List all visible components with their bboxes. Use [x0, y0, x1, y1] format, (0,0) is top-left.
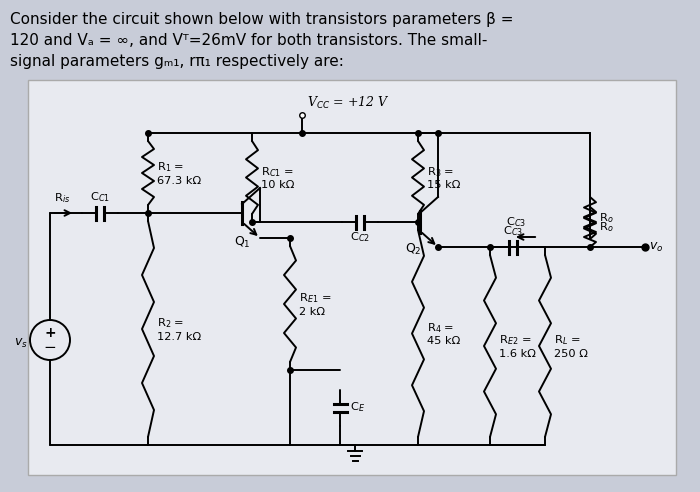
Text: R$_{C1}$ =
10 kΩ: R$_{C1}$ = 10 kΩ: [261, 165, 295, 190]
Text: +: +: [44, 326, 56, 340]
Text: Consider the circuit shown below with transistors parameters β =: Consider the circuit shown below with tr…: [10, 12, 514, 27]
Text: R$_o$: R$_o$: [599, 211, 613, 225]
Text: R$_o$: R$_o$: [599, 220, 613, 234]
Text: R$_{E1}$ =
2 kΩ: R$_{E1}$ = 2 kΩ: [299, 291, 331, 317]
Text: C$_E$: C$_E$: [349, 400, 365, 414]
Text: R$_2$ =
12.7 kΩ: R$_2$ = 12.7 kΩ: [157, 316, 201, 342]
Text: C$_{C3}$: C$_{C3}$: [503, 225, 523, 239]
Text: C$_{C2}$: C$_{C2}$: [350, 230, 370, 245]
Text: Q$_1$: Q$_1$: [234, 235, 251, 250]
Text: $v_s$: $v_s$: [14, 337, 28, 349]
Text: C$_{C3}$: C$_{C3}$: [506, 215, 526, 229]
Text: V$_{CC}$ = +12 V: V$_{CC}$ = +12 V: [307, 95, 390, 111]
Text: R$_4$ =
45 kΩ: R$_4$ = 45 kΩ: [427, 321, 461, 346]
Text: signal parameters gₘ₁, rπ₁ respectively are:: signal parameters gₘ₁, rπ₁ respectively …: [10, 54, 344, 69]
Text: C$_{C1}$: C$_{C1}$: [90, 191, 110, 205]
FancyBboxPatch shape: [28, 80, 676, 475]
Text: Q$_2$: Q$_2$: [405, 242, 421, 257]
Text: −: −: [43, 340, 57, 356]
Text: R$_1$ =
67.3 kΩ: R$_1$ = 67.3 kΩ: [157, 160, 201, 185]
Text: R$_3$ =
15 kΩ: R$_3$ = 15 kΩ: [427, 165, 461, 190]
Text: 120 and Vₐ = ∞, and Vᵀ=26mV for both transistors. The small-: 120 and Vₐ = ∞, and Vᵀ=26mV for both tra…: [10, 33, 487, 48]
Text: R$_L$ =
250 Ω: R$_L$ = 250 Ω: [554, 333, 588, 359]
Text: $v_o$: $v_o$: [649, 241, 664, 253]
Text: R$_{is}$: R$_{is}$: [54, 191, 70, 205]
Text: R$_{E2}$ =
1.6 kΩ: R$_{E2}$ = 1.6 kΩ: [499, 333, 536, 359]
